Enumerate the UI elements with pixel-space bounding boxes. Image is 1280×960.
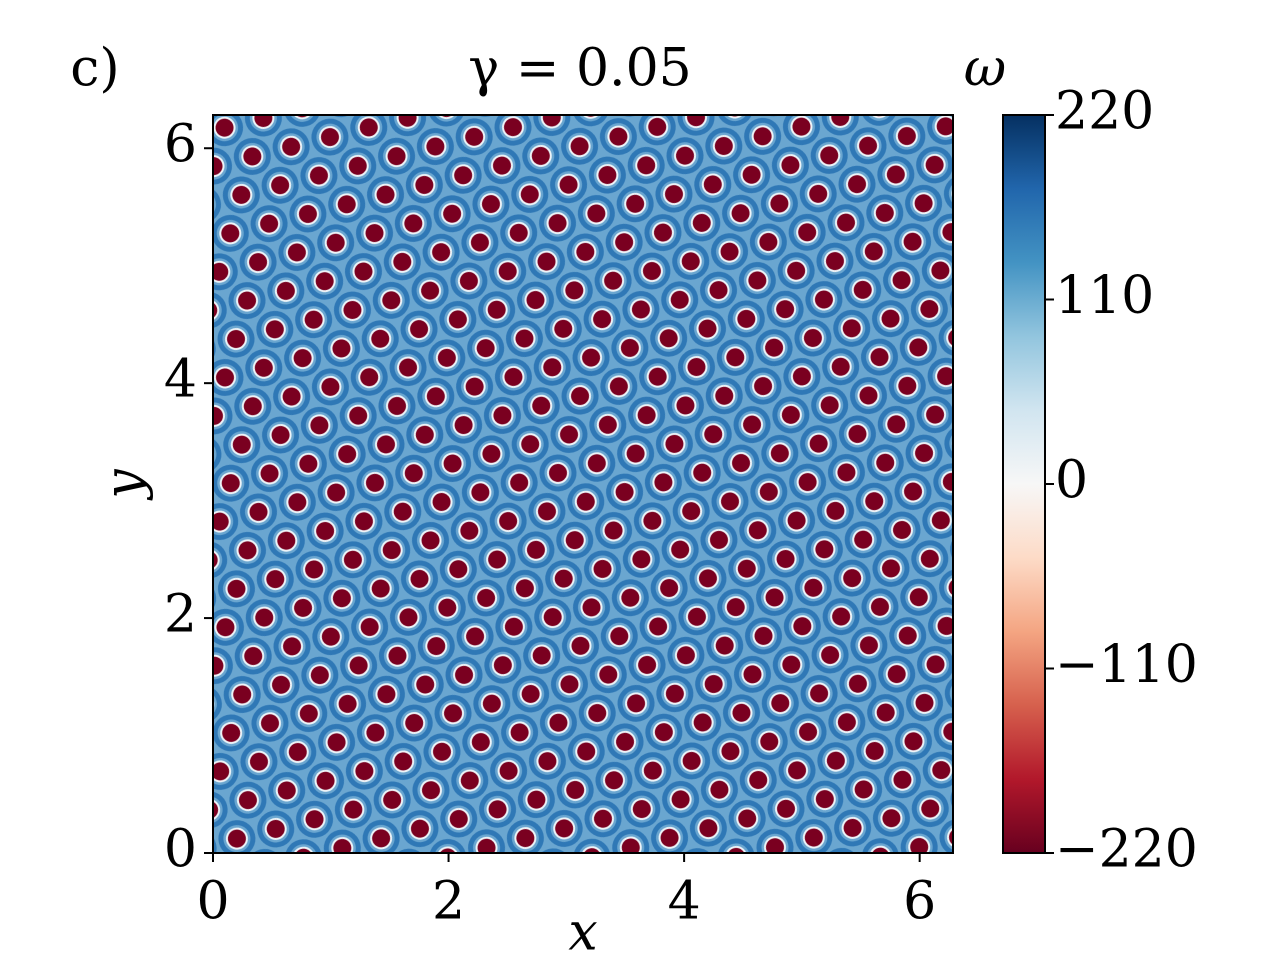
axes-frame	[212, 114, 954, 854]
colorbar-tick-label: 110	[1055, 266, 1154, 326]
x-tick-label: 2	[432, 872, 465, 932]
x-tick-label: 4	[668, 872, 701, 932]
y-tick-label: 6	[164, 115, 197, 175]
colorbar	[1002, 114, 1046, 854]
field-image	[213, 115, 953, 853]
colorbar-tick-label: −110	[1055, 635, 1198, 695]
y-tick-label: 0	[164, 820, 197, 880]
x-tick-label: 0	[196, 872, 229, 932]
x-axis-label: x	[568, 903, 597, 960]
y-axis-label: y	[95, 469, 155, 501]
colorbar-tick-label: 0	[1055, 451, 1088, 511]
panel-label: c)	[70, 39, 119, 99]
chart-title: γ = 0.05	[468, 39, 692, 99]
colorbar-label: ω	[964, 39, 1006, 99]
colorbar-tick-label: −220	[1055, 820, 1198, 880]
y-tick-label: 2	[164, 585, 197, 645]
y-tick-label: 4	[164, 350, 197, 410]
x-tick-label: 6	[903, 872, 936, 932]
colorbar-tick-label: 220	[1055, 82, 1154, 142]
